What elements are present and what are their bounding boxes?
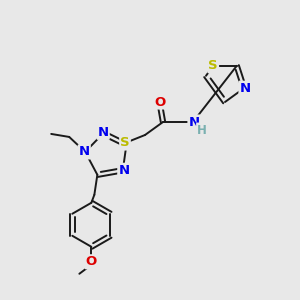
Text: N: N <box>188 116 200 128</box>
Text: H: H <box>197 124 207 136</box>
Text: O: O <box>86 255 97 268</box>
Text: N: N <box>118 164 129 177</box>
Text: S: S <box>120 136 130 149</box>
Text: O: O <box>154 95 166 109</box>
Text: N: N <box>98 126 109 139</box>
Text: S: S <box>208 59 218 72</box>
Text: N: N <box>79 146 90 158</box>
Text: N: N <box>239 82 250 95</box>
